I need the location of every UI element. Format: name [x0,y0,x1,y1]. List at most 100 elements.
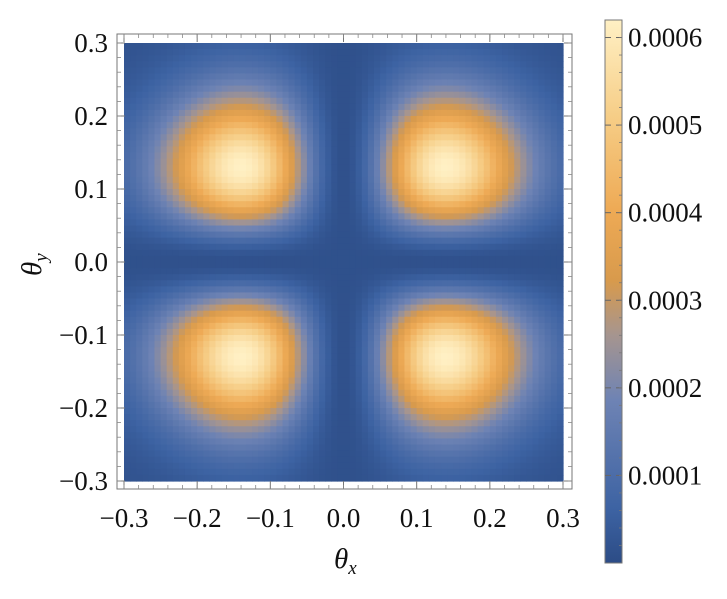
heatmap-cell [367,189,375,196]
heatmap-cell [355,395,363,403]
heatmap-cell [398,432,406,440]
heatmap-cell [367,182,375,190]
heatmap-cell [343,55,351,62]
heatmap-cell [313,474,320,482]
heatmap-cell [495,322,503,330]
heatmap-cell [349,420,357,427]
heatmap-cell [441,456,448,464]
heatmap-cell [508,73,515,81]
heatmap-cell [373,213,381,221]
heatmap-cell [410,280,418,287]
heatmap-cell [502,359,509,367]
heatmap-cell [355,420,363,427]
heatmap-cell [136,347,143,354]
heatmap-cell [124,395,131,403]
heatmap-cell [404,371,412,379]
heatmap-cell [392,401,399,409]
heatmap-cell [422,97,430,105]
heatmap-cell [215,444,223,452]
heatmap-cell [520,67,528,75]
heatmap-cell [477,249,485,257]
heatmap-cell [532,438,540,446]
heatmap-cell [264,116,271,123]
heatmap-cell [215,243,223,251]
heatmap-cell [124,170,131,178]
heatmap-cell [483,85,491,93]
heatmap-cell [398,359,406,367]
heatmap-cell [270,219,278,227]
heatmap-cell [447,122,454,129]
heatmap-cell [502,365,509,373]
heatmap-cell [148,365,156,373]
heatmap-cell [130,359,137,367]
heatmap-cell [471,189,479,196]
heatmap-cell [239,103,247,111]
heatmap-cell [227,207,235,214]
heatmap-cell [325,122,332,129]
heatmap-cell [124,97,131,105]
heatmap-cell [392,474,399,482]
heatmap-cell [215,85,223,93]
heatmap-cell [361,237,369,245]
heatmap-cell [477,49,485,56]
heatmap-cell [319,365,326,373]
heatmap-cell [398,383,406,391]
heatmap-cell [508,310,515,318]
heatmap-cell [215,377,223,385]
heatmap-cell [178,335,186,342]
heatmap-cell [288,395,296,403]
heatmap-cell [300,201,308,208]
heatmap-cell [453,103,460,111]
heatmap-cell [404,243,412,251]
heatmap-cell [441,195,448,202]
heatmap-cell [300,109,308,117]
heatmap-cell [337,43,345,50]
heatmap-cell [270,474,278,482]
heatmap-cell [319,182,326,190]
heatmap-cell [508,243,515,251]
heatmap-cell [337,262,345,269]
heatmap-cell [331,255,339,263]
heatmap-cell [239,456,247,464]
heatmap-cell [483,97,491,105]
heatmap-cell [178,189,186,196]
heatmap-cell [331,176,339,184]
heatmap-cell [142,438,149,446]
heatmap-cell [453,377,460,385]
heatmap-cell [416,73,424,81]
heatmap-cell [416,310,424,318]
heatmap-cell [459,420,467,427]
heatmap-cell [319,280,326,287]
heatmap-cell [465,67,473,75]
heatmap-cell [483,420,491,427]
heatmap-cell [209,341,217,348]
heatmap-cell [124,304,131,312]
heatmap-cell [270,213,278,221]
heatmap-cell [221,73,229,81]
heatmap-cell [136,359,143,367]
heatmap-cell [178,304,186,312]
heatmap-cell [526,365,534,373]
heatmap-cell [380,170,387,178]
heatmap-cell [142,158,149,166]
heatmap-cell [520,140,528,148]
heatmap-cell [215,286,223,294]
heatmap-cell [166,55,174,62]
heatmap-cell [502,73,509,81]
heatmap-cell [319,462,326,470]
heatmap-cell [386,310,393,318]
heatmap-cell [398,347,406,354]
heatmap-cell [428,122,436,129]
heatmap-cell [392,116,399,123]
heatmap-cell [142,170,149,178]
heatmap-cell [392,243,399,251]
heatmap-cell [154,292,162,300]
heatmap-cell [386,195,393,202]
heatmap-cell [276,322,284,330]
heatmap-cell [483,176,491,184]
heatmap-cell [264,225,271,233]
heatmap-cell [367,43,375,50]
heatmap-cell [319,420,326,427]
heatmap-cell [288,280,296,287]
heatmap-cell [459,164,467,172]
